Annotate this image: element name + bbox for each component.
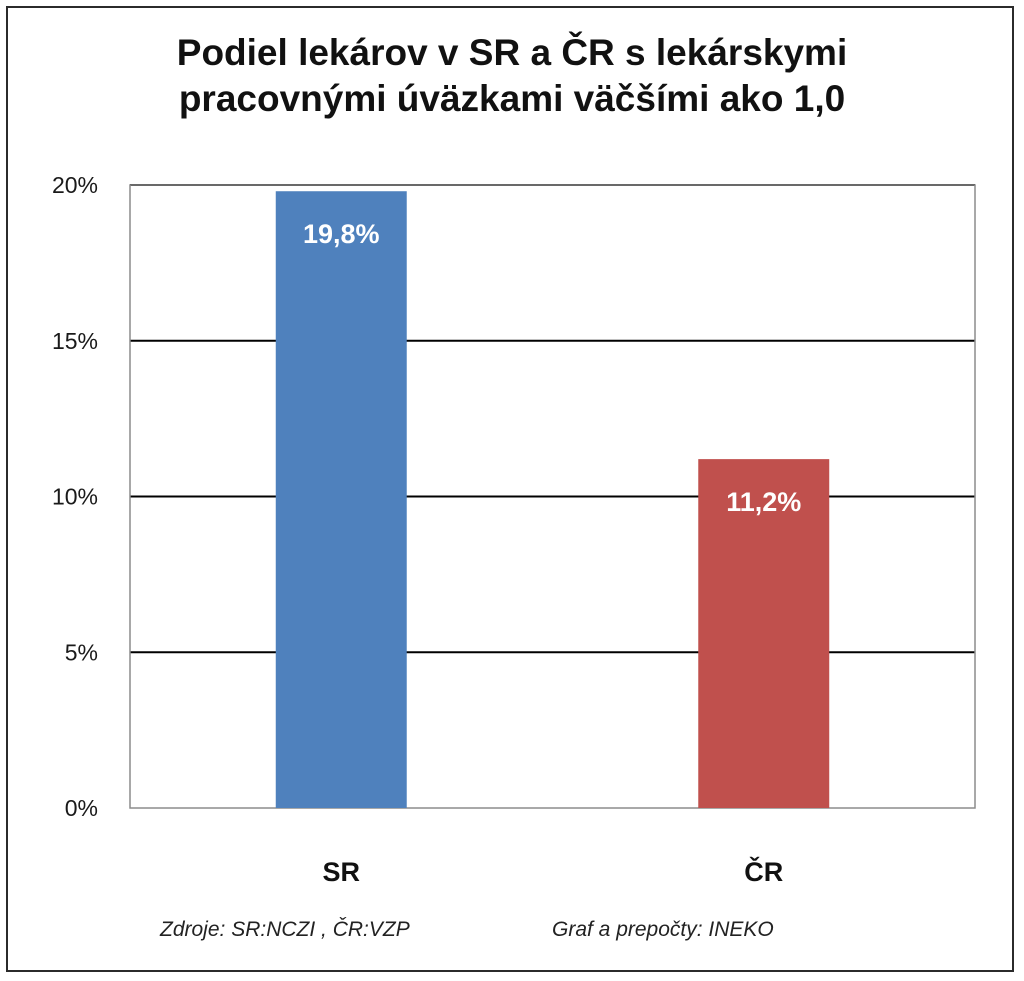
- chart-title: Podiel lekárov v SR a ČR s lekárskymi pr…: [0, 30, 1024, 122]
- x-tick-label: SR: [322, 857, 360, 887]
- data-labels: 19,8% 11,2%: [303, 219, 801, 517]
- gridlines: [129, 184, 976, 809]
- source-left: Zdroje: SR:NCZI , ČR:VZP: [160, 918, 410, 941]
- y-tick-label: 5%: [65, 639, 98, 665]
- chart-title-line-1: Podiel lekárov v SR a ČR s lekárskymi: [176, 32, 848, 73]
- y-tick-label: 20%: [52, 172, 98, 198]
- y-tick-label: 0%: [65, 795, 98, 821]
- bar-sr: [275, 191, 407, 809]
- y-tick-labels: 0% 5% 10% 15% 20%: [52, 172, 98, 821]
- source-right: Graf a prepočty: INEKO: [552, 918, 774, 941]
- chart-frame: [6, 6, 1014, 972]
- bar-čr: [698, 459, 830, 808]
- chart-title-line-2: pracovnými úväzkami väčšími ako 1,0: [178, 78, 846, 119]
- y-tick-label: 10%: [52, 484, 98, 510]
- x-tick-labels: SR ČR: [322, 856, 783, 887]
- plot-area: [129, 184, 976, 809]
- y-tick-label: 15%: [52, 328, 98, 354]
- data-label: 19,8%: [303, 219, 380, 249]
- data-label: 11,2%: [726, 487, 801, 517]
- x-tick-label: ČR: [744, 856, 783, 887]
- bars: [275, 191, 830, 809]
